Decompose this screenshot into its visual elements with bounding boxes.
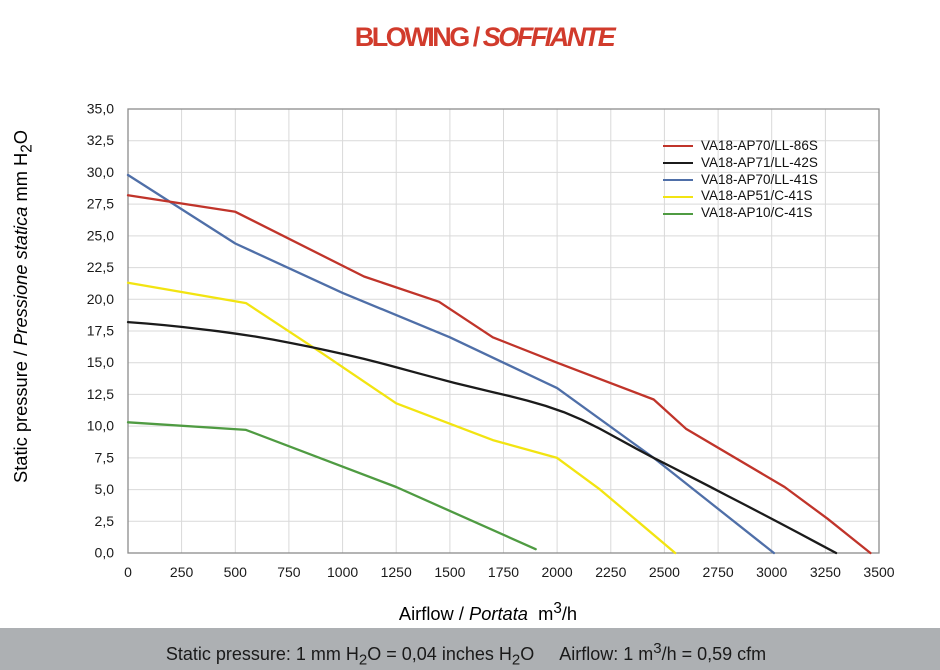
svg-text:25,0: 25,0 <box>87 227 114 243</box>
svg-text:750: 750 <box>277 564 301 580</box>
svg-text:1750: 1750 <box>488 564 519 580</box>
svg-text:27,5: 27,5 <box>87 196 114 212</box>
svg-text:30,0: 30,0 <box>87 164 114 180</box>
svg-text:1500: 1500 <box>434 564 465 580</box>
svg-text:3250: 3250 <box>810 564 841 580</box>
svg-text:0,0: 0,0 <box>95 545 115 561</box>
svg-text:2000: 2000 <box>542 564 573 580</box>
svg-text:2500: 2500 <box>649 564 680 580</box>
svg-text:5,0: 5,0 <box>95 481 115 497</box>
svg-text:10,0: 10,0 <box>87 418 114 434</box>
svg-text:2750: 2750 <box>703 564 734 580</box>
svg-text:3500: 3500 <box>863 564 894 580</box>
svg-text:1250: 1250 <box>381 564 412 580</box>
svg-text:32,5: 32,5 <box>87 132 114 148</box>
svg-text:500: 500 <box>224 564 248 580</box>
svg-text:22,5: 22,5 <box>87 259 114 275</box>
svg-text:20,0: 20,0 <box>87 291 114 307</box>
svg-text:3000: 3000 <box>756 564 787 580</box>
svg-text:12,5: 12,5 <box>87 386 114 402</box>
svg-text:17,5: 17,5 <box>87 323 114 339</box>
svg-text:0: 0 <box>124 564 132 580</box>
svg-text:2,5: 2,5 <box>95 513 115 529</box>
svg-text:250: 250 <box>170 564 194 580</box>
svg-text:35,0: 35,0 <box>87 101 114 117</box>
svg-text:7,5: 7,5 <box>95 449 115 465</box>
svg-text:2250: 2250 <box>595 564 626 580</box>
svg-text:1000: 1000 <box>327 564 358 580</box>
svg-text:15,0: 15,0 <box>87 354 114 370</box>
